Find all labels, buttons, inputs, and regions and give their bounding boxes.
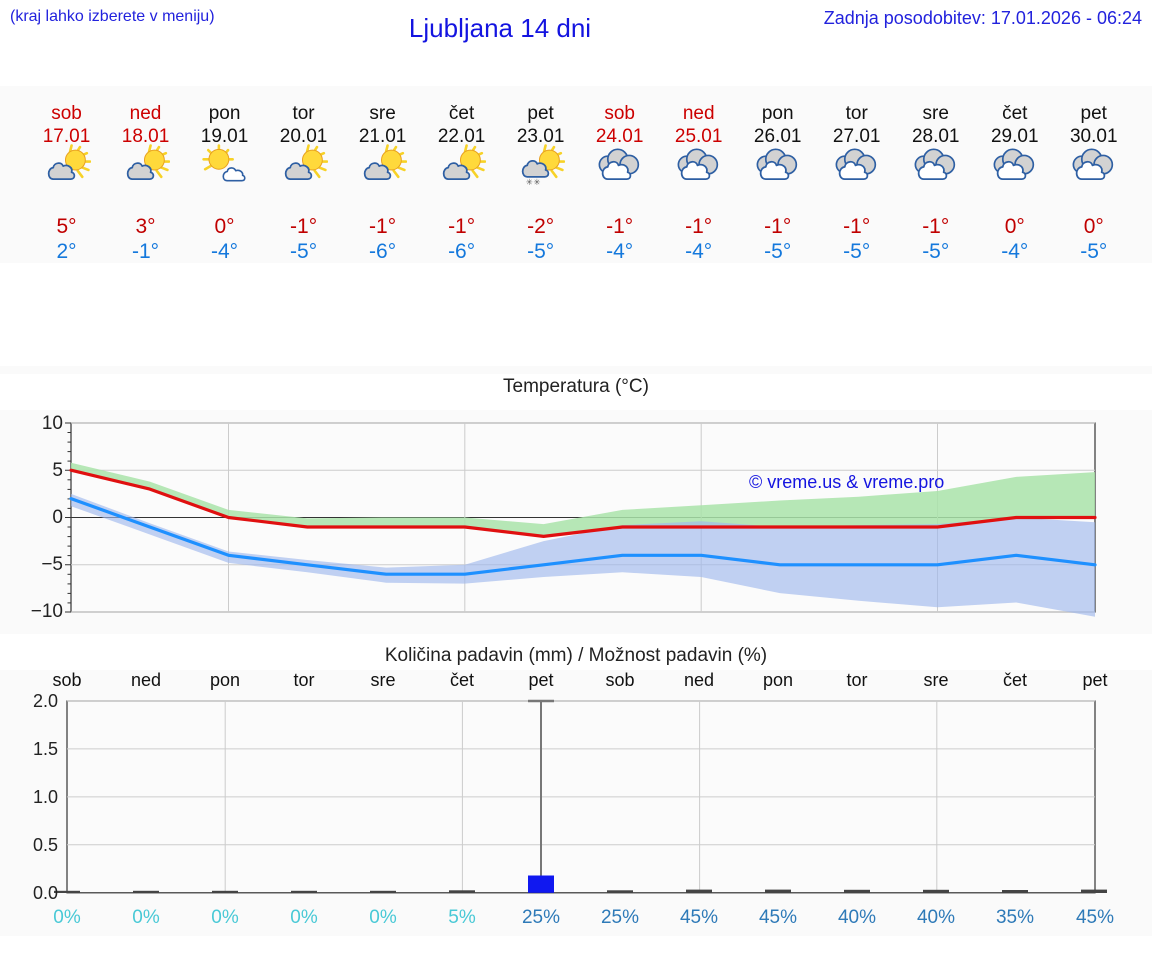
svg-text:✳: ✳ [525,177,532,186]
svg-text:2.0: 2.0 [33,691,58,711]
svg-text:pon: pon [763,670,793,690]
svg-text:© vreme.us & vreme.pro: © vreme.us & vreme.pro [749,472,944,492]
svg-text:sob: sob [52,670,81,690]
svg-text:0%: 0% [53,907,81,928]
svg-text:pet: pet [528,670,553,690]
svg-text:ned: ned [684,670,714,690]
svg-text:0.0: 0.0 [33,883,58,903]
svg-text:tor: tor [846,670,867,690]
svg-text:sre: sre [370,670,395,690]
svg-text:1.5: 1.5 [33,739,58,759]
svg-text:0.5: 0.5 [33,835,58,855]
svg-text:45%: 45% [759,907,797,928]
svg-text:1.0: 1.0 [33,787,58,807]
svg-text:35%: 35% [996,907,1034,928]
svg-text:10: 10 [42,413,63,434]
svg-text:pet: pet [1082,670,1107,690]
svg-text:tor: tor [293,670,314,690]
svg-text:0%: 0% [211,907,239,928]
svg-text:sob: sob [605,670,634,690]
svg-text:5: 5 [52,460,63,481]
svg-text:0%: 0% [132,907,160,928]
svg-text:čet: čet [450,670,474,690]
svg-text:40%: 40% [838,907,876,928]
svg-text:0%: 0% [369,907,397,928]
svg-text:ned: ned [131,670,161,690]
svg-text:−10: −10 [31,601,63,622]
svg-text:45%: 45% [1076,907,1114,928]
svg-text:0: 0 [52,507,63,528]
svg-text:0%: 0% [290,907,318,928]
svg-text:40%: 40% [917,907,955,928]
svg-text:−5: −5 [41,554,63,575]
svg-text:pon: pon [210,670,240,690]
svg-text:25%: 25% [601,907,639,928]
svg-text:5%: 5% [448,907,476,928]
svg-text:45%: 45% [680,907,718,928]
svg-text:25%: 25% [522,907,560,928]
svg-text:sre: sre [923,670,948,690]
svg-text:✳: ✳ [533,177,540,186]
svg-text:čet: čet [1003,670,1027,690]
